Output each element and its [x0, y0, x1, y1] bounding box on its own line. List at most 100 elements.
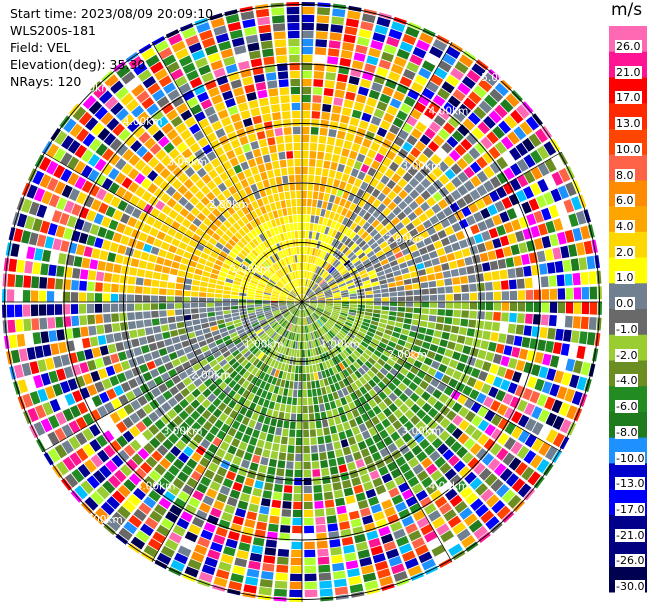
velocity-gate [421, 426, 432, 437]
velocity-gate [320, 225, 326, 234]
velocity-gate [8, 258, 18, 272]
velocity-gate [309, 324, 314, 332]
velocity-gate [341, 297, 350, 300]
velocity-gate [399, 393, 409, 403]
velocity-gate [339, 198, 347, 207]
velocity-gate [521, 253, 530, 265]
velocity-gate [291, 307, 297, 314]
velocity-gate [378, 526, 391, 537]
velocity-gate [317, 395, 324, 404]
velocity-gate [163, 471, 175, 483]
velocity-gate [269, 177, 276, 187]
velocity-gate [220, 553, 234, 564]
velocity-gate [50, 343, 60, 356]
velocity-gate [335, 448, 344, 458]
velocity-gate [298, 230, 302, 239]
velocity-gate [482, 151, 495, 164]
velocity-gate [150, 295, 159, 302]
velocity-gate [252, 115, 262, 125]
velocity-gate [466, 328, 475, 337]
velocity-gate [477, 311, 485, 320]
velocity-gate [148, 342, 158, 352]
velocity-gate [531, 406, 543, 420]
velocity-gate [291, 308, 297, 314]
velocity-gate [376, 371, 385, 380]
velocity-gate [175, 248, 185, 257]
velocity-gate [363, 318, 371, 324]
velocity-gate [383, 436, 394, 446]
velocity-gate [483, 438, 496, 451]
velocity-gate [196, 415, 207, 426]
velocity-gate [192, 490, 204, 501]
velocity-gate [275, 176, 283, 185]
velocity-gate [456, 335, 466, 344]
velocity-gate [488, 110, 502, 124]
velocity-gate [357, 440, 367, 451]
velocity-gate [375, 250, 384, 258]
velocity-gate [307, 247, 311, 255]
velocity-gate [302, 299, 309, 302]
velocity-gate [255, 8, 270, 18]
range-ring-label: 2.00km [385, 234, 425, 246]
velocity-gate [307, 290, 313, 296]
velocity-gate [173, 342, 183, 351]
velocity-gate [389, 311, 397, 316]
velocity-gate [315, 39, 327, 48]
velocity-gate [333, 578, 347, 588]
velocity-gate [175, 309, 183, 316]
velocity-gate [95, 282, 103, 292]
velocity-gate [258, 464, 268, 474]
velocity-gate [575, 242, 586, 256]
velocity-gate [75, 244, 86, 256]
velocity-gate [312, 477, 322, 485]
velocity-gate [562, 259, 572, 272]
velocity-gate [487, 458, 501, 471]
velocity-gate [279, 328, 285, 335]
velocity-gate [208, 383, 218, 392]
velocity-gate [327, 48, 340, 57]
velocity-gate [396, 317, 404, 323]
velocity-gate [553, 218, 564, 232]
velocity-gate [458, 406, 470, 418]
velocity-gate [60, 240, 70, 253]
velocity-gate [302, 102, 311, 111]
velocity-gate [412, 159, 424, 171]
velocity-gate [306, 279, 311, 287]
velocity-gate [291, 549, 302, 558]
velocity-gate [501, 302, 510, 311]
velocity-gate [287, 340, 292, 348]
velocity-gate [244, 84, 256, 94]
velocity-gate [403, 278, 412, 285]
colorbar-tick-label: 6.0 [615, 194, 635, 208]
velocity-gate [333, 272, 340, 279]
velocity-gate [489, 190, 500, 203]
velocity-gate [375, 330, 384, 337]
velocity-gate [378, 401, 388, 411]
velocity-gate [371, 258, 380, 265]
velocity-gate [317, 303, 326, 306]
velocity-gate [192, 319, 201, 326]
velocity-gate [312, 284, 318, 290]
velocity-gate [309, 295, 316, 299]
velocity-gate [157, 365, 167, 375]
velocity-gate [288, 437, 295, 445]
velocity-gate [151, 287, 159, 295]
velocity-gate [410, 128, 423, 140]
velocity-gate [331, 16, 345, 25]
velocity-gate [379, 318, 388, 324]
velocity-gate [340, 439, 349, 448]
velocity-gate [411, 277, 420, 284]
velocity-gate [167, 316, 176, 324]
velocity-gate [394, 136, 405, 147]
velocity-gate [392, 206, 402, 216]
velocity-gate [387, 382, 397, 392]
velocity-gate [318, 444, 326, 453]
velocity-gate [395, 222, 405, 231]
velocity-gate [421, 60, 436, 73]
velocity-gate [262, 302, 270, 305]
velocity-gate [460, 275, 469, 284]
velocity-gate [428, 280, 437, 288]
velocity-gate [96, 324, 105, 335]
velocity-gate [376, 127, 388, 138]
velocity-gate [484, 410, 496, 422]
